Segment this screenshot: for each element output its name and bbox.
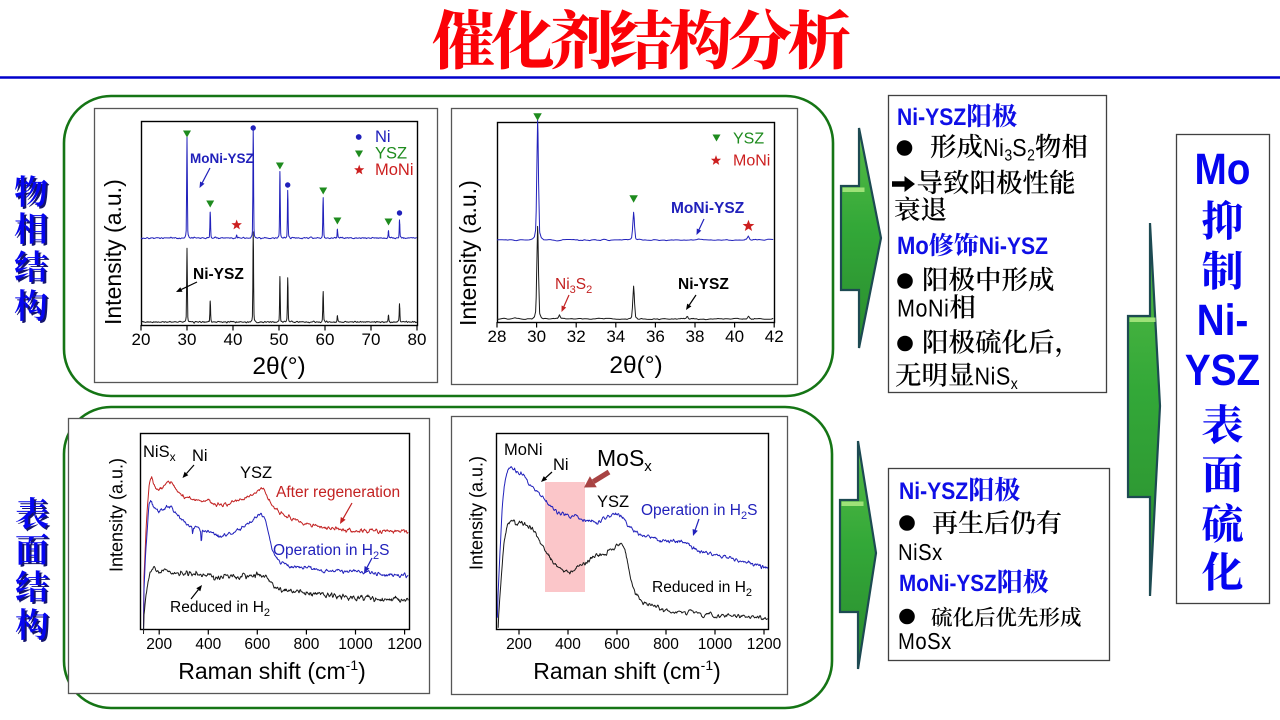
svg-text:Ni: Ni	[553, 456, 569, 474]
svg-text:MoSx: MoSx	[597, 445, 652, 475]
svg-text:Ni3S2: Ni3S2	[555, 276, 592, 296]
svg-text:1000: 1000	[338, 636, 373, 653]
svg-text:MoNi: MoNi	[504, 441, 543, 459]
svg-text:MoNi-YSZ: MoNi-YSZ	[190, 151, 254, 166]
svg-text:1000: 1000	[698, 636, 733, 653]
svg-text:1200: 1200	[747, 636, 782, 653]
svg-text:Ni-YSZ: Ni-YSZ	[678, 276, 729, 293]
svg-text:MoNi-YSZ: MoNi-YSZ	[671, 200, 745, 217]
svg-text:Operation in H2S: Operation in H2S	[273, 542, 389, 562]
svg-text:50: 50	[270, 330, 289, 349]
svg-text:YSZ: YSZ	[733, 131, 764, 148]
svg-text:Reduced in H2: Reduced in H2	[652, 579, 752, 599]
svg-text:2θ(°): 2θ(°)	[609, 352, 662, 379]
svg-text:YSZ: YSZ	[240, 464, 272, 482]
svg-text:MoNi: MoNi	[733, 153, 770, 170]
svg-text:800: 800	[293, 636, 319, 653]
svg-text:Intensity (a.u.): Intensity (a.u.)	[107, 458, 127, 572]
svg-text:40: 40	[224, 330, 243, 349]
svg-text:Raman shift (cm-1): Raman shift (cm-1)	[178, 657, 366, 684]
svg-text:NiSx: NiSx	[143, 443, 176, 464]
svg-text:34: 34	[606, 327, 625, 346]
svg-text:YSZ: YSZ	[375, 145, 407, 163]
svg-text:200: 200	[146, 636, 172, 653]
svg-text:2θ(°): 2θ(°)	[252, 353, 305, 380]
svg-text:Intensity (a.u.): Intensity (a.u.)	[455, 180, 481, 326]
svg-text:40: 40	[725, 327, 744, 346]
svg-text:32: 32	[567, 327, 586, 346]
svg-text:600: 600	[604, 636, 630, 653]
svg-text:42: 42	[765, 327, 784, 346]
svg-text:Ni: Ni	[192, 447, 208, 465]
svg-text:30: 30	[178, 330, 197, 349]
svg-text:800: 800	[653, 636, 679, 653]
svg-text:28: 28	[488, 327, 507, 346]
svg-text:Raman shift (cm-1): Raman shift (cm-1)	[533, 657, 721, 684]
svg-text:36: 36	[646, 327, 665, 346]
svg-text:400: 400	[555, 636, 581, 653]
svg-text:MoNi: MoNi	[375, 161, 414, 179]
svg-text:Reduced in H2: Reduced in H2	[170, 599, 270, 619]
svg-text:Ni: Ni	[375, 128, 391, 146]
svg-text:38: 38	[686, 327, 705, 346]
svg-text:80: 80	[408, 330, 427, 349]
svg-text:70: 70	[362, 330, 381, 349]
svg-text:Intensity (a.u.): Intensity (a.u.)	[467, 456, 487, 570]
svg-text:After regeneration: After regeneration	[276, 484, 400, 501]
svg-text:Intensity (a.u.): Intensity (a.u.)	[100, 179, 126, 325]
svg-text:200: 200	[506, 636, 532, 653]
svg-text:600: 600	[244, 636, 270, 653]
svg-text:400: 400	[195, 636, 221, 653]
svg-text:1200: 1200	[387, 636, 422, 653]
svg-text:20: 20	[132, 330, 151, 349]
svg-text:Ni-YSZ: Ni-YSZ	[193, 266, 244, 283]
svg-text:30: 30	[527, 327, 546, 346]
svg-text:YSZ: YSZ	[597, 493, 629, 511]
svg-text:Operation in H2S: Operation in H2S	[641, 502, 757, 522]
svg-text:60: 60	[316, 330, 335, 349]
